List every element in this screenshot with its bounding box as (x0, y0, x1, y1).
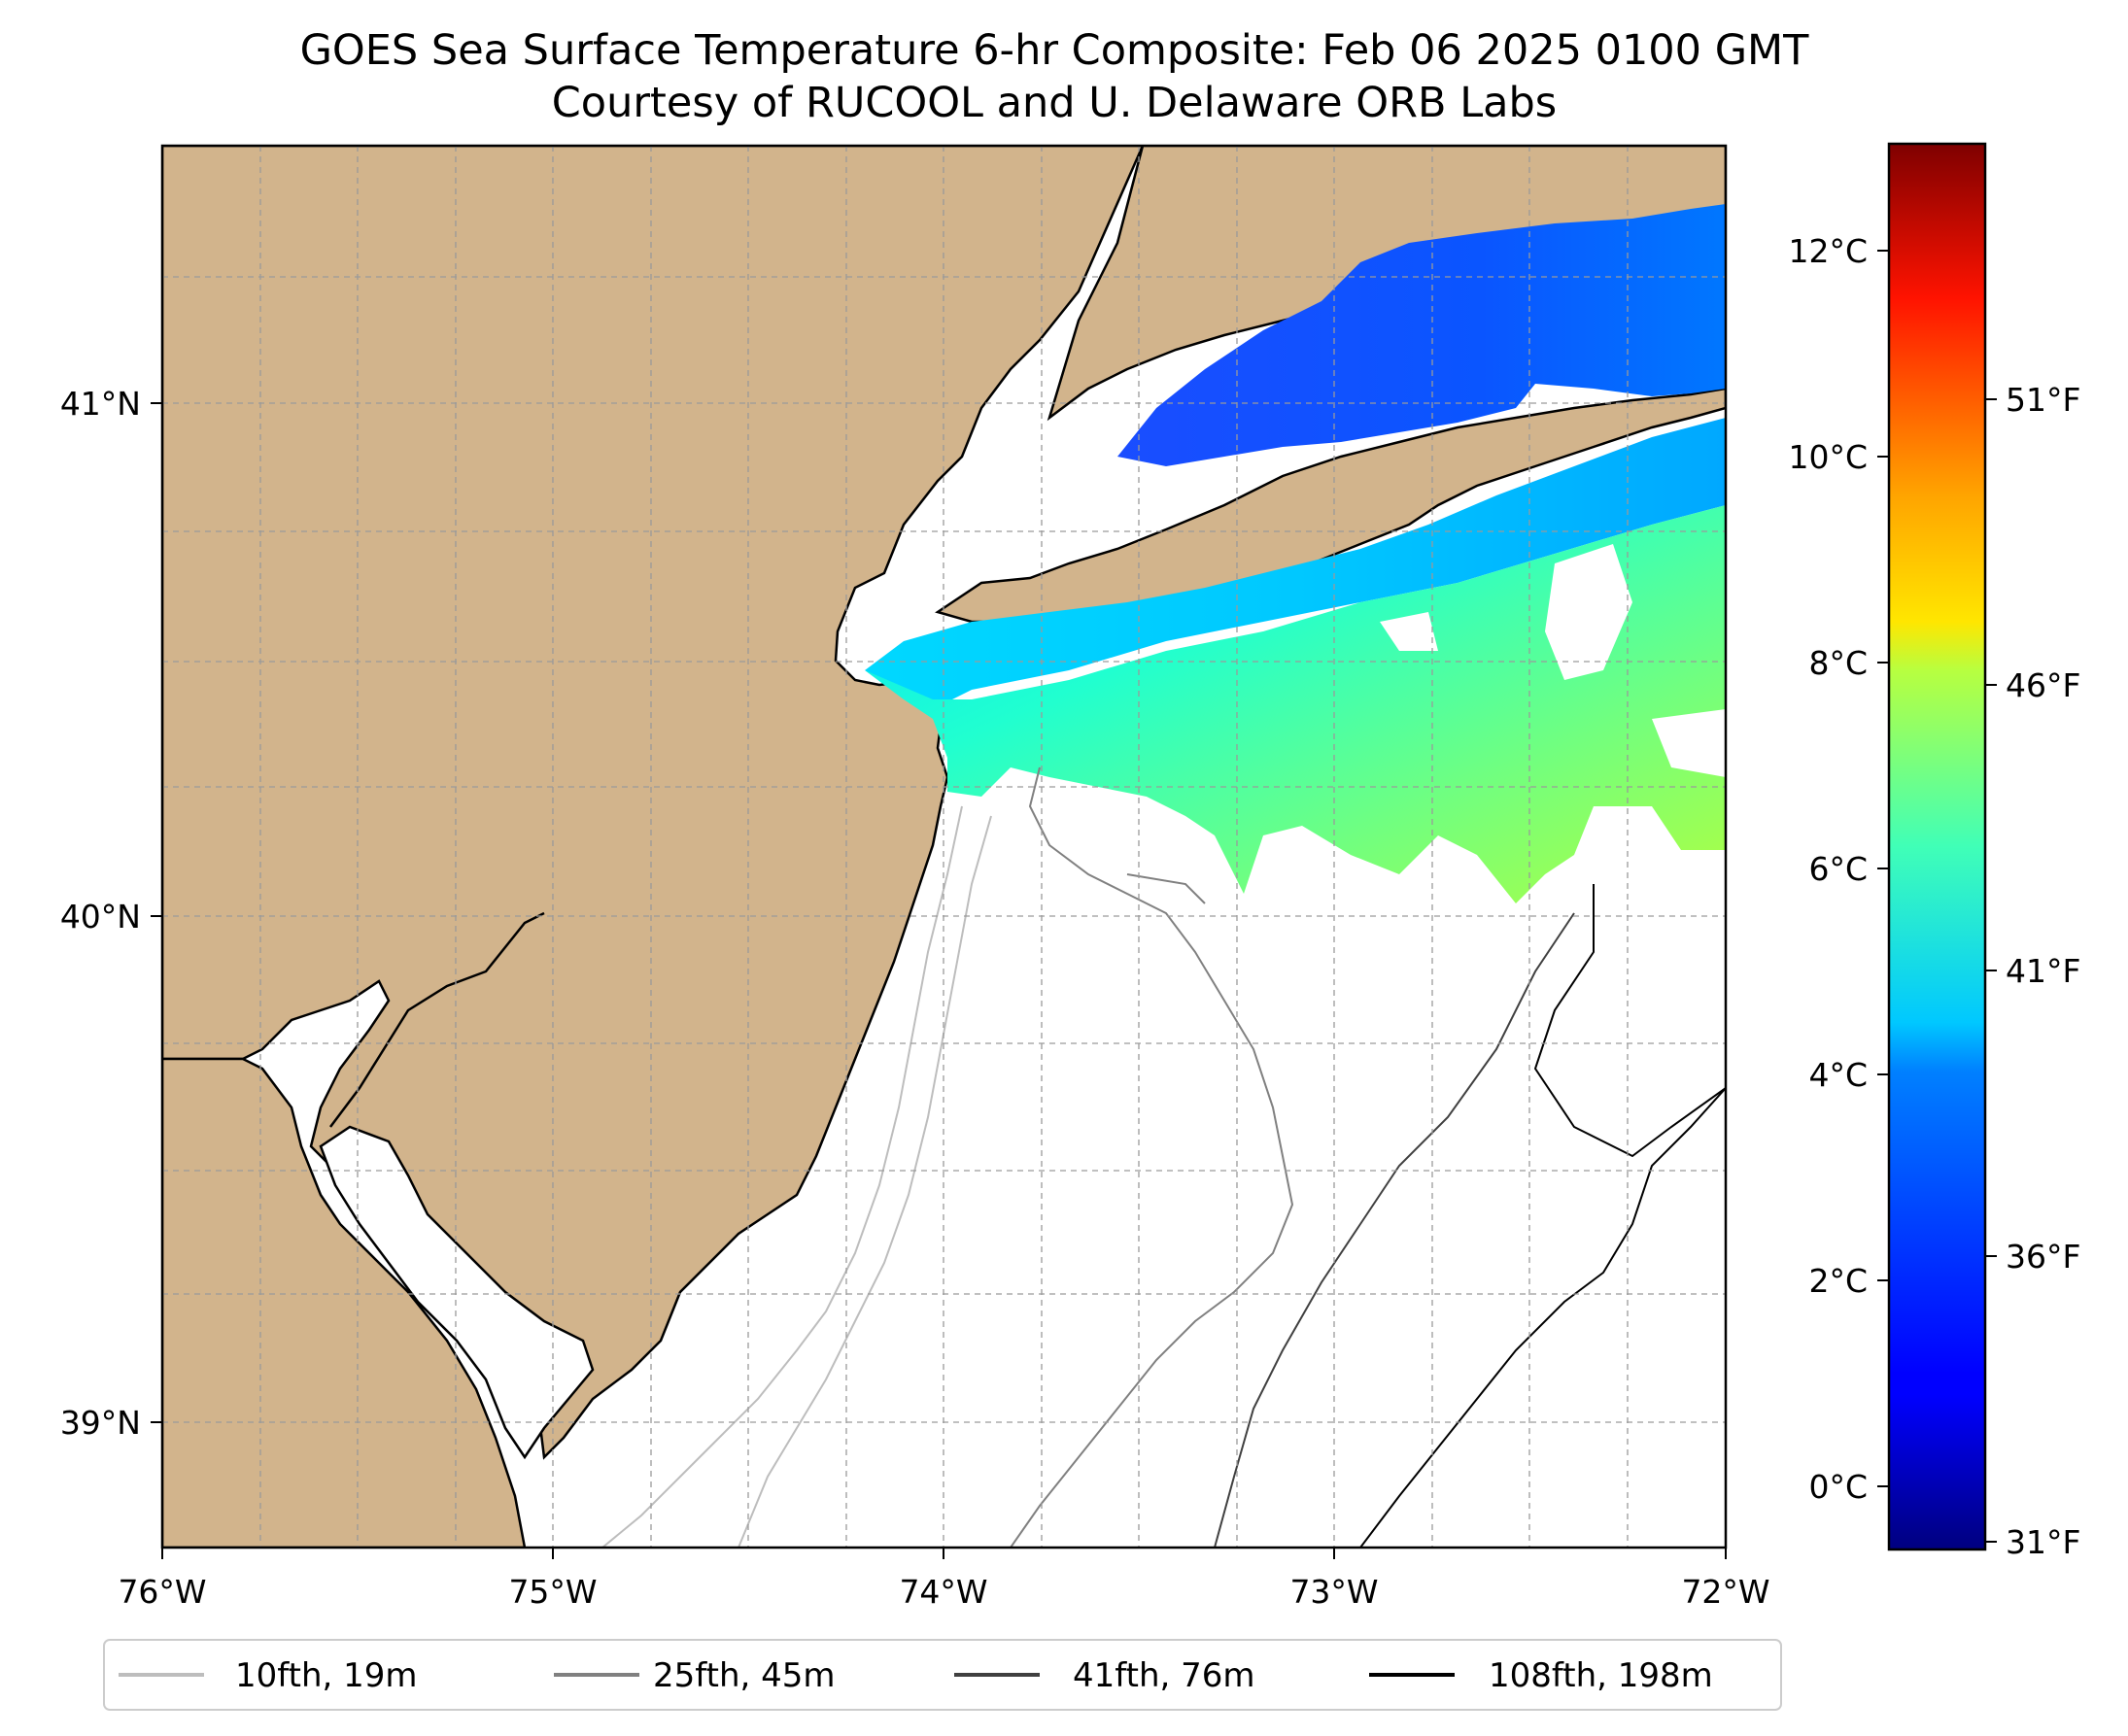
delaware-bay (319, 1125, 595, 1460)
lon-tick-label: 75°W (508, 1573, 597, 1611)
isobath-45m (1010, 766, 1294, 1548)
sst-long-island-sound (1117, 204, 1726, 466)
sst-south-shore-band (865, 418, 1726, 709)
sst-ny-bight (865, 505, 1726, 903)
colorbar (1887, 142, 1987, 1551)
lon-tick-label: 72°W (1681, 1573, 1769, 1611)
lon-tick-label: 73°W (1289, 1573, 1378, 1611)
lon-tick-label: 74°W (899, 1573, 987, 1611)
isobath-19m (601, 805, 963, 1548)
fahrenheit-tick-label: 51°F (2006, 381, 2080, 419)
sst-cloud-gap (1380, 612, 1438, 651)
fahrenheit-tick-marks (1985, 398, 1997, 1543)
isobath-198m (1533, 884, 1726, 1158)
isobath-19m (738, 815, 992, 1548)
celsius-tick-marks (1877, 250, 1889, 1487)
fahrenheit-tick-label: 36°F (2006, 1238, 2080, 1276)
figure-title-line-1: GOES Sea Surface Temperature 6-hr Compos… (300, 26, 1810, 75)
fahrenheit-tick-label: 46°F (2006, 666, 2080, 704)
fahrenheit-tick-label: 31°F (2006, 1523, 2080, 1561)
legend-box (103, 1639, 1782, 1711)
legend-label: 108fth, 198m (1489, 1656, 1713, 1695)
sst-cloud-gap (1545, 544, 1632, 680)
celsius-tick-label: 2°C (1808, 1262, 1868, 1300)
celsius-tick-label: 4°C (1808, 1056, 1868, 1094)
isobath-76m (1214, 912, 1575, 1548)
celsius-tick-label: 10°C (1788, 438, 1868, 476)
celsius-tick-label: 0°C (1808, 1468, 1868, 1506)
isobath-45m (1126, 873, 1206, 904)
delaware-river (329, 911, 545, 1128)
lat-tick-label: 41°N (60, 385, 141, 423)
delmarva-land (162, 1057, 527, 1548)
sst-cloud-gap (1652, 709, 1726, 777)
map-gridlines (162, 146, 1726, 1548)
map-panel (162, 146, 1726, 1548)
celsius-tick-label: 12°C (1788, 232, 1868, 270)
lat-tick-label: 40°N (60, 898, 141, 936)
fahrenheit-tick-label: 41°F (2006, 952, 2080, 990)
figure-title-line-2: Courtesy of RUCOOL and U. Delaware ORB L… (552, 79, 1557, 127)
lon-tick-marks (161, 1548, 1727, 1559)
isobath-198m (1359, 1087, 1726, 1548)
lon-tick-label: 76°W (118, 1573, 206, 1611)
lat-tick-marks (151, 402, 162, 1423)
legend-label: 41fth, 76m (1073, 1656, 1255, 1695)
celsius-tick-label: 6°C (1808, 850, 1868, 888)
legend-label: 25fth, 45m (653, 1656, 836, 1695)
celsius-tick-label: 8°C (1808, 644, 1868, 682)
mainland-land (162, 146, 1145, 1460)
legend-label: 10fth, 19m (235, 1656, 418, 1695)
lat-tick-label: 39°N (60, 1404, 141, 1442)
